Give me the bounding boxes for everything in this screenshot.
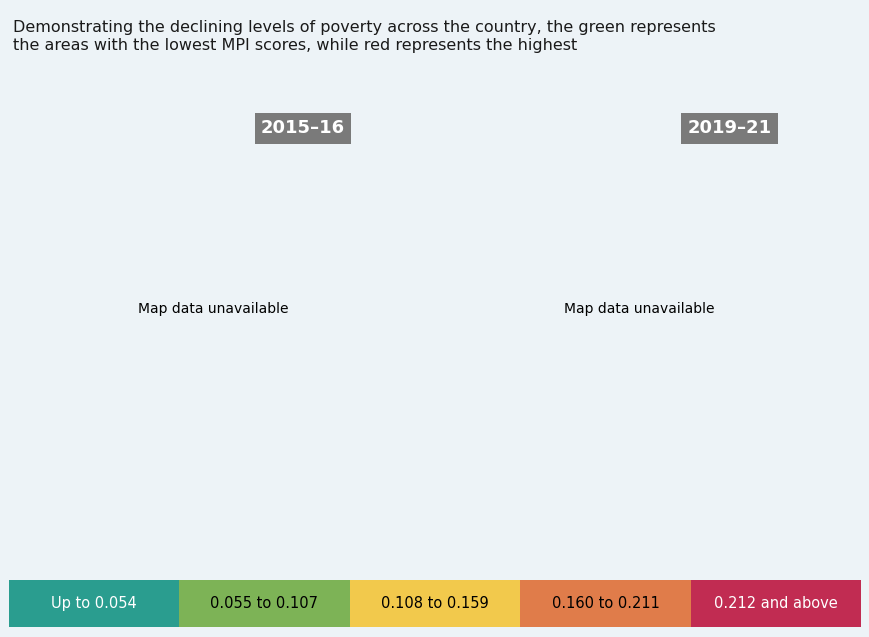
Text: 0.160 to 0.211: 0.160 to 0.211 — [551, 596, 659, 611]
FancyBboxPatch shape — [690, 580, 860, 627]
Text: 0.212 and above: 0.212 and above — [713, 596, 837, 611]
Text: 2019–21: 2019–21 — [687, 119, 771, 138]
Text: 0.055 to 0.107: 0.055 to 0.107 — [210, 596, 318, 611]
FancyBboxPatch shape — [179, 580, 349, 627]
Text: 2015–16: 2015–16 — [261, 119, 345, 138]
Text: Demonstrating the declining levels of poverty across the country, the green repr: Demonstrating the declining levels of po… — [13, 20, 715, 53]
Text: Up to 0.054: Up to 0.054 — [51, 596, 136, 611]
FancyBboxPatch shape — [520, 580, 690, 627]
Text: Map data unavailable: Map data unavailable — [138, 302, 288, 316]
FancyBboxPatch shape — [349, 580, 520, 627]
FancyBboxPatch shape — [9, 580, 179, 627]
Text: Map data unavailable: Map data unavailable — [564, 302, 713, 316]
Text: 0.108 to 0.159: 0.108 to 0.159 — [381, 596, 488, 611]
